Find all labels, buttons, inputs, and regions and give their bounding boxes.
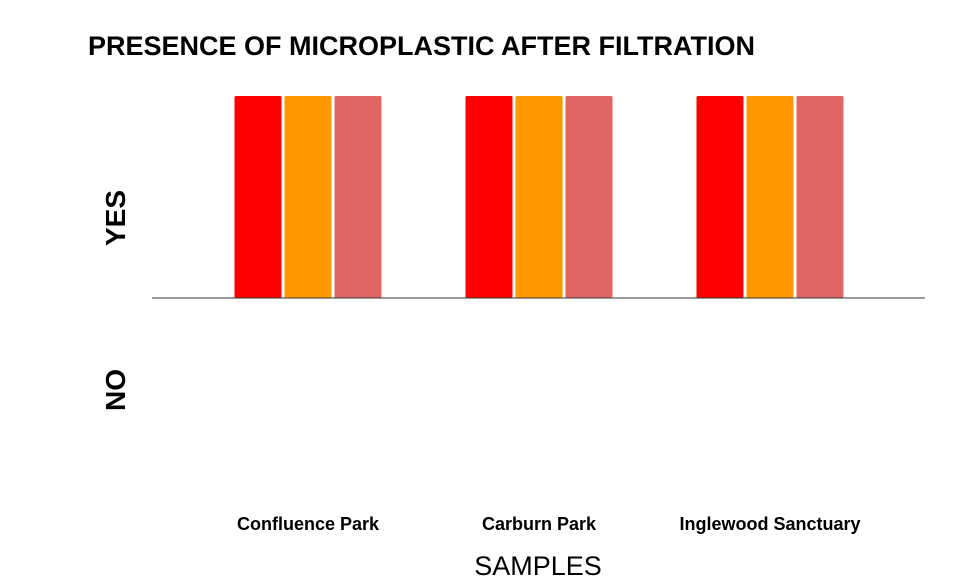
bar-confluence-park-series-3 (334, 96, 382, 298)
bar-carburn-park-series-3 (565, 96, 613, 298)
bar-inglewood-sanctuary-series-1 (696, 96, 744, 298)
bar-inglewood-sanctuary-series-3 (796, 96, 844, 298)
x-tick-label: Inglewood Sanctuary (679, 514, 860, 534)
x-axis-title: SAMPLES (474, 551, 602, 581)
x-tick-label: Confluence Park (237, 514, 380, 534)
bar-carburn-park-series-2 (515, 96, 563, 298)
bar-confluence-park-series-2 (284, 96, 332, 298)
bar-inglewood-sanctuary-series-2 (746, 96, 794, 298)
y-tick-label-no: NO (100, 369, 131, 411)
bar-carburn-park-series-1 (465, 96, 513, 298)
y-tick-labels: NO YES (100, 190, 131, 411)
x-tick-labels: Confluence Park Carburn Park Inglewood San… (237, 514, 861, 534)
y-tick-label-yes: YES (100, 190, 131, 246)
chart-title: PRESENCE OF MICROPLASTIC AFTER FILTRATIO… (88, 31, 755, 61)
bar-confluence-park-series-1 (234, 96, 282, 298)
x-tick-label: Carburn Park (482, 514, 597, 534)
bars-group (234, 96, 844, 298)
